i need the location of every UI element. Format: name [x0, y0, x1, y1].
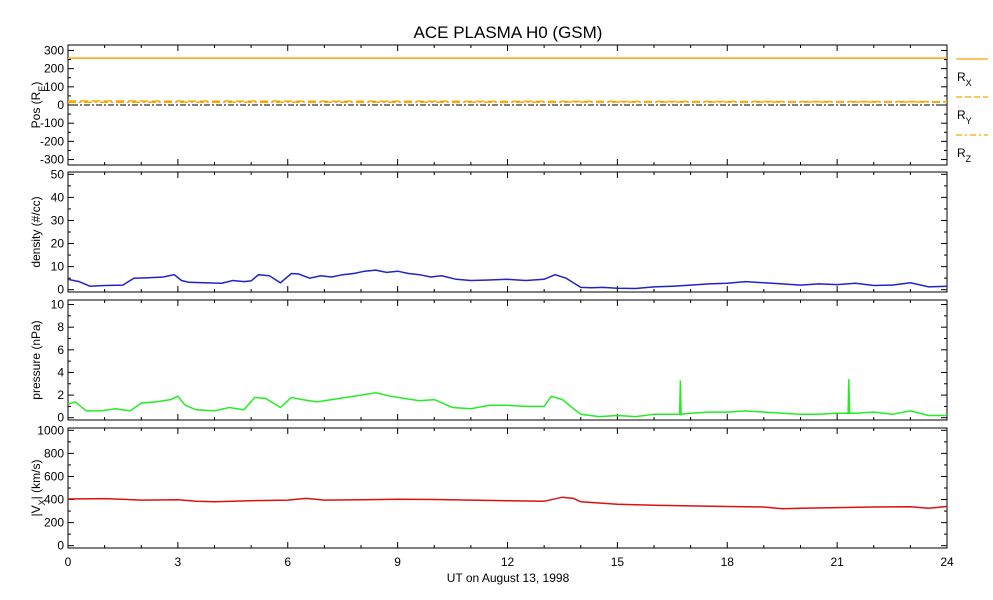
y-tick-label-velocity: 800 — [44, 446, 64, 460]
y-tick-label-pressure: 0 — [57, 411, 64, 425]
y-tick-label-density: 0 — [57, 283, 64, 297]
y-tick-label-pos: 300 — [44, 43, 64, 57]
panel-pressure: 0 2 4 6 8 10 pressure (nPa) — [29, 298, 948, 425]
series-line-density-density — [67, 269, 948, 290]
y-tick-label-pos: -300 — [40, 153, 64, 167]
panel-pos: -300 -200 -100 0 100 200 300 Pos (RE) RX RY RZ — [29, 43, 988, 167]
y-tick-label-density: 20 — [51, 237, 65, 251]
x-tick-label: 0 — [65, 555, 72, 569]
y-tick-label-velocity: 0 — [57, 539, 64, 553]
y-tick-label-density: 10 — [51, 260, 65, 274]
y-tick-label-pressure: 10 — [51, 298, 65, 312]
x-axis-label: UT on August 13, 1998 — [447, 571, 570, 585]
x-tick-label: 15 — [611, 555, 625, 569]
y-tick-label-pos: 200 — [44, 62, 64, 76]
y-tick-label-velocity: 200 — [44, 516, 64, 530]
y-tick-label-velocity: 1000 — [37, 423, 64, 437]
x-tick-label: 18 — [721, 555, 735, 569]
panel-density: 0 10 20 30 40 50 density (#/cc) — [29, 167, 948, 297]
y-tick-label-density: 50 — [51, 167, 65, 181]
y-axis-label-density: density (#/cc) — [29, 196, 43, 267]
y-tick-label-pressure: 8 — [57, 320, 64, 334]
panel-velocity: 0 200 400 600 800 1000 0 3 6 9 12 15 18 21 24 |VX| (km/… — [29, 423, 954, 569]
chart-title: ACE PLASMA H0 (GSM) — [414, 23, 603, 42]
y-tick-label-velocity: 600 — [44, 469, 64, 483]
y-tick-label-pressure: 4 — [57, 365, 64, 379]
x-tick-label: 21 — [830, 555, 844, 569]
x-tick-label: 9 — [394, 555, 401, 569]
y-axis-label-velocity: |VX| (km/s) — [29, 460, 47, 517]
y-tick-label-pressure: 6 — [57, 343, 64, 357]
series-line-pressure-pressure — [67, 379, 947, 418]
y-tick-label-density: 30 — [51, 213, 65, 227]
legend-label-Y: RY — [957, 108, 972, 126]
legend-label-Z: RZ — [957, 146, 972, 164]
x-tick-label: 3 — [175, 555, 182, 569]
x-tick-label: 6 — [284, 555, 291, 569]
series-line-velocity-velocity — [67, 496, 948, 510]
y-axis-label-pressure: pressure (nPa) — [29, 320, 43, 399]
legend-label-X: RX — [957, 70, 972, 88]
y-axis-label-pos: Pos (RE) — [29, 82, 47, 129]
y-tick-label-pos: 100 — [44, 80, 64, 94]
y-tick-label-density: 40 — [51, 190, 65, 204]
y-tick-label-velocity: 400 — [44, 493, 64, 507]
x-tick-label: 24 — [940, 555, 954, 569]
y-tick-label-pressure: 2 — [57, 388, 64, 402]
x-tick-label: 12 — [501, 555, 515, 569]
y-tick-label-pos: 0 — [57, 98, 64, 112]
y-tick-label-pos: -200 — [40, 134, 64, 148]
y-tick-label-pos: -100 — [40, 116, 64, 130]
